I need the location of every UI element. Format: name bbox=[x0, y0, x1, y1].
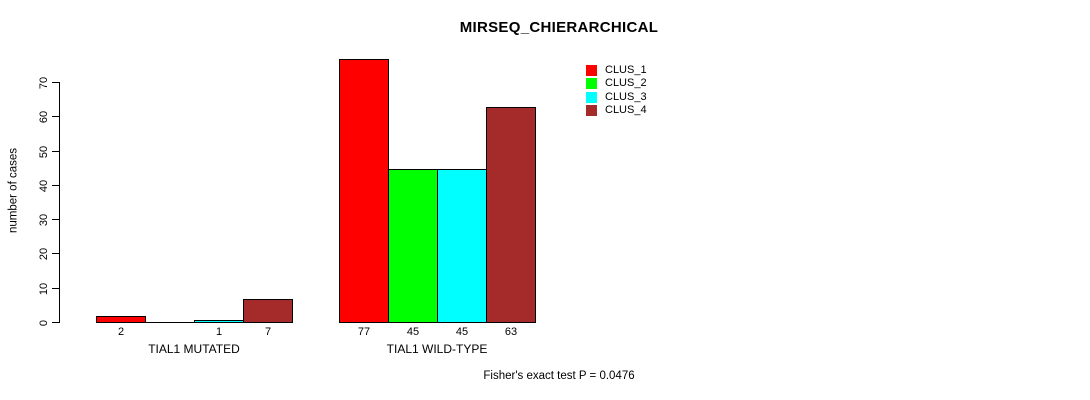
bar-clus_2 bbox=[145, 322, 195, 323]
bar-value-label: 2 bbox=[117, 326, 125, 338]
legend-row: CLUS_3 bbox=[586, 91, 647, 104]
legend-swatch-clus_2 bbox=[586, 78, 597, 90]
bar-value-label: 45 bbox=[455, 326, 469, 338]
legend-row: CLUS_4 bbox=[586, 104, 647, 117]
y-axis-tick-label: 70 bbox=[38, 76, 50, 90]
bar-clus_2 bbox=[388, 169, 438, 323]
bar-value-label: 1 bbox=[215, 326, 223, 338]
y-axis-tick bbox=[52, 82, 59, 83]
bar-clus_4 bbox=[243, 299, 293, 323]
y-axis-tick bbox=[52, 185, 59, 186]
legend-row: CLUS_1 bbox=[586, 64, 647, 77]
bar-clus_3 bbox=[437, 169, 487, 323]
legend-label: CLUS_2 bbox=[605, 77, 647, 90]
y-axis-tick-label: 60 bbox=[38, 110, 50, 124]
y-axis-tick bbox=[52, 116, 59, 117]
bar-clus_1 bbox=[339, 59, 389, 323]
y-axis-tick bbox=[52, 253, 59, 254]
y-axis-tick-label: 0 bbox=[38, 319, 50, 327]
y-axis-tick bbox=[52, 219, 59, 220]
annotation-fisher-test: Fisher's exact test P = 0.0476 bbox=[483, 370, 635, 382]
y-axis-tick-label: 30 bbox=[38, 213, 50, 227]
legend: CLUS_1 CLUS_2 CLUS_3 CLUS_4 bbox=[586, 64, 647, 117]
y-axis-tick-label: 20 bbox=[38, 247, 50, 261]
bar-value-label: 63 bbox=[504, 326, 518, 338]
legend-label: CLUS_4 bbox=[605, 104, 647, 117]
y-axis-tick bbox=[52, 288, 59, 289]
y-axis-tick-label: 40 bbox=[38, 179, 50, 193]
bar-clus_1 bbox=[96, 316, 146, 323]
legend-swatch-clus_4 bbox=[586, 105, 597, 117]
x-group-label: TIAL1 MUTATED bbox=[148, 342, 240, 356]
legend-swatch-clus_1 bbox=[586, 65, 597, 77]
y-axis-tick bbox=[52, 151, 59, 152]
x-group-label: TIAL1 WILD-TYPE bbox=[386, 342, 488, 356]
chart-title: MIRSEQ_CHIERARCHICAL bbox=[459, 19, 659, 36]
bar-clus_4 bbox=[486, 107, 536, 323]
y-axis-tick-label: 10 bbox=[38, 282, 50, 296]
bar-value-label: 77 bbox=[357, 326, 371, 338]
legend-row: CLUS_2 bbox=[586, 77, 647, 90]
y-axis-line bbox=[59, 82, 60, 323]
bar-value-label: 45 bbox=[406, 326, 420, 338]
y-axis-tick-label: 50 bbox=[38, 145, 50, 159]
bar-clus_3 bbox=[194, 320, 244, 323]
y-axis-tick bbox=[52, 322, 59, 323]
bar-value-label: 7 bbox=[264, 326, 272, 338]
legend-label: CLUS_1 bbox=[605, 64, 647, 77]
legend-swatch-clus_3 bbox=[586, 91, 597, 103]
legend-label: CLUS_3 bbox=[605, 90, 647, 103]
